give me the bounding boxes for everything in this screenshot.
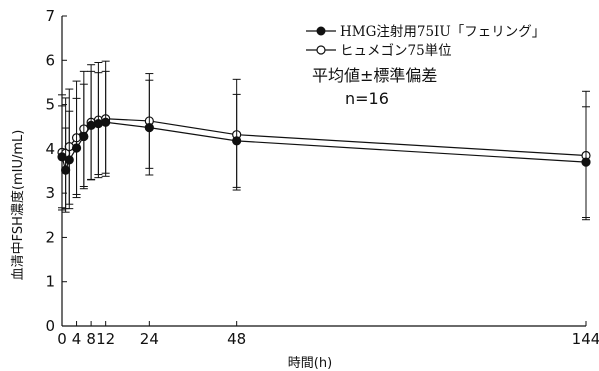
data-point: [71, 143, 82, 153]
data-point: [93, 119, 103, 129]
series-line: [61, 118, 587, 157]
legend: HMG注射用75IU「フェリング」 ヒュメゴン75単位: [306, 24, 545, 59]
x-tick-label: 24: [140, 330, 159, 348]
y-tick-label: 5: [45, 96, 55, 114]
x-axis-title: 時間(h): [288, 356, 332, 371]
y-axis-title: 血清中FSH濃度(mIU/mL): [10, 130, 26, 281]
data-point: [144, 122, 154, 133]
legend-label-hmg: HMG注射用75IU「フェリング」: [340, 24, 545, 40]
x-ticks: 0 4 8 12 24 48 144: [57, 321, 599, 348]
legend-marker-humegon: [316, 45, 326, 55]
y-tick-label: 1: [45, 273, 55, 291]
x-tick-label: 48: [227, 330, 246, 348]
data-point: [79, 131, 89, 142]
y-tick-label: 6: [45, 51, 55, 69]
y-ticks: 0 1 2 3 4 5 6 7: [45, 7, 67, 335]
x-tick-label: 4: [72, 330, 82, 348]
legend-label-humegon: ヒュメゴン75単位: [340, 42, 452, 59]
data-point: [101, 117, 111, 127]
y-tick-label: 2: [45, 228, 55, 246]
plot-area: [57, 60, 591, 221]
annotation-mean-sd: 平均値±標準偏差: [312, 66, 437, 85]
y-tick-label: 7: [45, 7, 55, 25]
x-tick-label: 144: [572, 330, 599, 348]
series-0: [57, 70, 591, 218]
data-point: [232, 136, 242, 146]
x-tick-label: 8: [86, 330, 96, 348]
annotation-n: n=16: [345, 89, 389, 108]
y-tick-label: 3: [45, 184, 55, 202]
series-line: [61, 121, 587, 173]
y-tick-label: 0: [45, 317, 55, 335]
data-point: [64, 155, 74, 165]
x-tick-label: 0: [57, 330, 67, 348]
legend-marker-hmg: [316, 26, 326, 36]
data-point: [581, 157, 591, 167]
x-tick-label: 12: [96, 330, 115, 348]
data-point: [61, 165, 71, 175]
y-tick-label: 4: [45, 140, 55, 158]
